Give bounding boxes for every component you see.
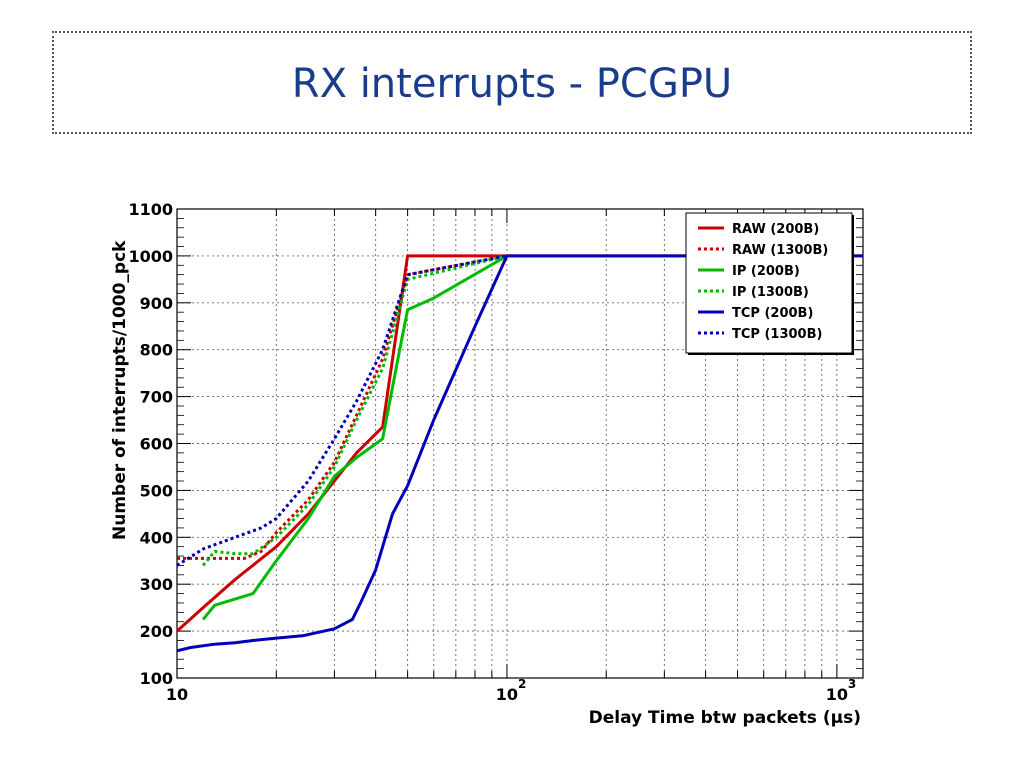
series-line-2	[177, 254, 508, 560]
x-tick-exponent: 2	[518, 677, 526, 691]
legend-label: TCP (1300B)	[732, 327, 822, 342]
x-tick-label: 10	[166, 685, 188, 704]
legend-box	[685, 212, 853, 354]
series-line-4	[201, 254, 508, 567]
y-tick-label: 500	[140, 481, 173, 500]
y-tick-label: 300	[140, 575, 173, 594]
series-line-3	[201, 254, 508, 621]
y-tick-label: 600	[140, 435, 173, 454]
legend-label: RAW (200B)	[732, 222, 819, 237]
legend: RAW (200B) RAW (1300B) IP (200B) IP (1300B)…	[685, 212, 854, 355]
slide-title: RX interrupts - PCGPU	[291, 61, 733, 107]
y-tick-label: 100	[140, 669, 173, 688]
series-line-1	[175, 254, 863, 633]
y-tick-label: 400	[140, 528, 173, 547]
legend-label: IP (200B)	[732, 264, 800, 279]
legend-label: IP (1300B)	[732, 285, 809, 300]
x-tick-exponent: 3	[848, 677, 856, 691]
legend-label: TCP (200B)	[732, 306, 813, 321]
y-tick-label: 800	[140, 341, 173, 360]
y-tick-labels: 100 200 300 400 500 600 700 800 900 1000 1100	[128, 200, 173, 688]
series-lines	[175, 254, 863, 653]
y-tick-label: 900	[140, 294, 173, 313]
x-tick-label: 10	[496, 685, 518, 704]
x-axis-title: Delay Time btw packets (µs)	[589, 708, 861, 728]
series-line-6	[176, 254, 508, 567]
title-box: RX interrupts - PCGPU	[52, 31, 972, 134]
series-line-5	[176, 254, 863, 653]
y-tick-label: 200	[140, 622, 173, 641]
axis-ticks	[176, 208, 863, 679]
y-tick-label: 700	[140, 388, 173, 407]
y-axis-title: Number of interrupts/1000_pck	[110, 240, 130, 540]
legend-label: RAW (1300B)	[732, 243, 828, 258]
y-tick-label: 1100	[128, 200, 173, 219]
y-tick-label: 1000	[128, 247, 173, 266]
x-tick-label: 10	[826, 685, 848, 704]
